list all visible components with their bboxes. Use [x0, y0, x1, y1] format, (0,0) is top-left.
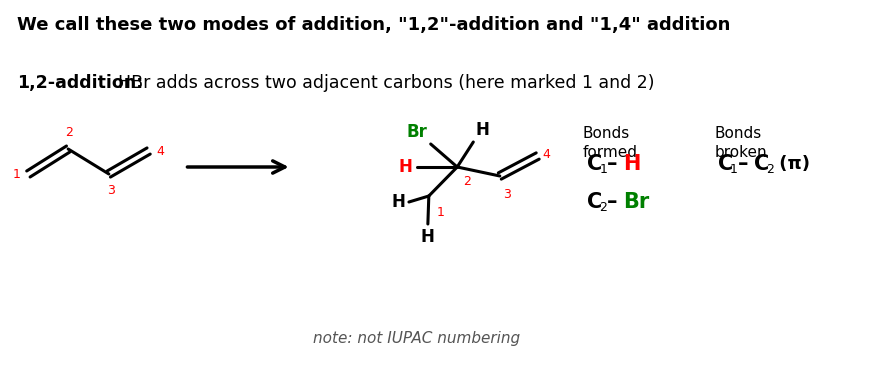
Text: Bonds
broken: Bonds broken: [714, 126, 766, 160]
Text: (π): (π): [773, 155, 809, 173]
Text: 1: 1: [729, 162, 737, 175]
Text: 1: 1: [13, 168, 21, 181]
Text: H: H: [420, 228, 434, 246]
Text: 1,2-addition:: 1,2-addition:: [17, 74, 143, 92]
Text: –: –: [606, 154, 617, 174]
Text: C: C: [717, 154, 732, 174]
Text: –: –: [606, 192, 617, 212]
Text: 3: 3: [107, 184, 115, 197]
Text: note: not IUPAC numbering: note: not IUPAC numbering: [312, 331, 519, 346]
Text: HBr adds across two adjacent carbons (here marked 1 and 2): HBr adds across two adjacent carbons (he…: [118, 74, 654, 92]
Text: 3: 3: [502, 188, 510, 201]
Text: 2: 2: [462, 175, 470, 188]
Text: H: H: [474, 121, 488, 139]
Text: 2: 2: [765, 162, 773, 175]
Text: 4: 4: [156, 144, 164, 157]
Text: C: C: [586, 192, 602, 212]
Text: 4: 4: [542, 147, 550, 160]
Text: H: H: [622, 154, 639, 174]
Text: Bonds
formed: Bonds formed: [581, 126, 637, 160]
Text: 2: 2: [65, 126, 73, 139]
Text: –: –: [737, 154, 747, 174]
Text: 1: 1: [436, 206, 444, 219]
Text: 2: 2: [598, 200, 606, 214]
Text: Br: Br: [407, 123, 427, 141]
Text: Br: Br: [622, 192, 648, 212]
Text: C: C: [586, 154, 602, 174]
Text: We call these two modes of addition, "1,2"-addition and "1,4" addition: We call these two modes of addition, "1,…: [17, 16, 730, 34]
Text: C: C: [752, 154, 768, 174]
Text: H: H: [391, 193, 404, 211]
Text: 1: 1: [598, 162, 606, 175]
Text: H: H: [398, 158, 412, 176]
